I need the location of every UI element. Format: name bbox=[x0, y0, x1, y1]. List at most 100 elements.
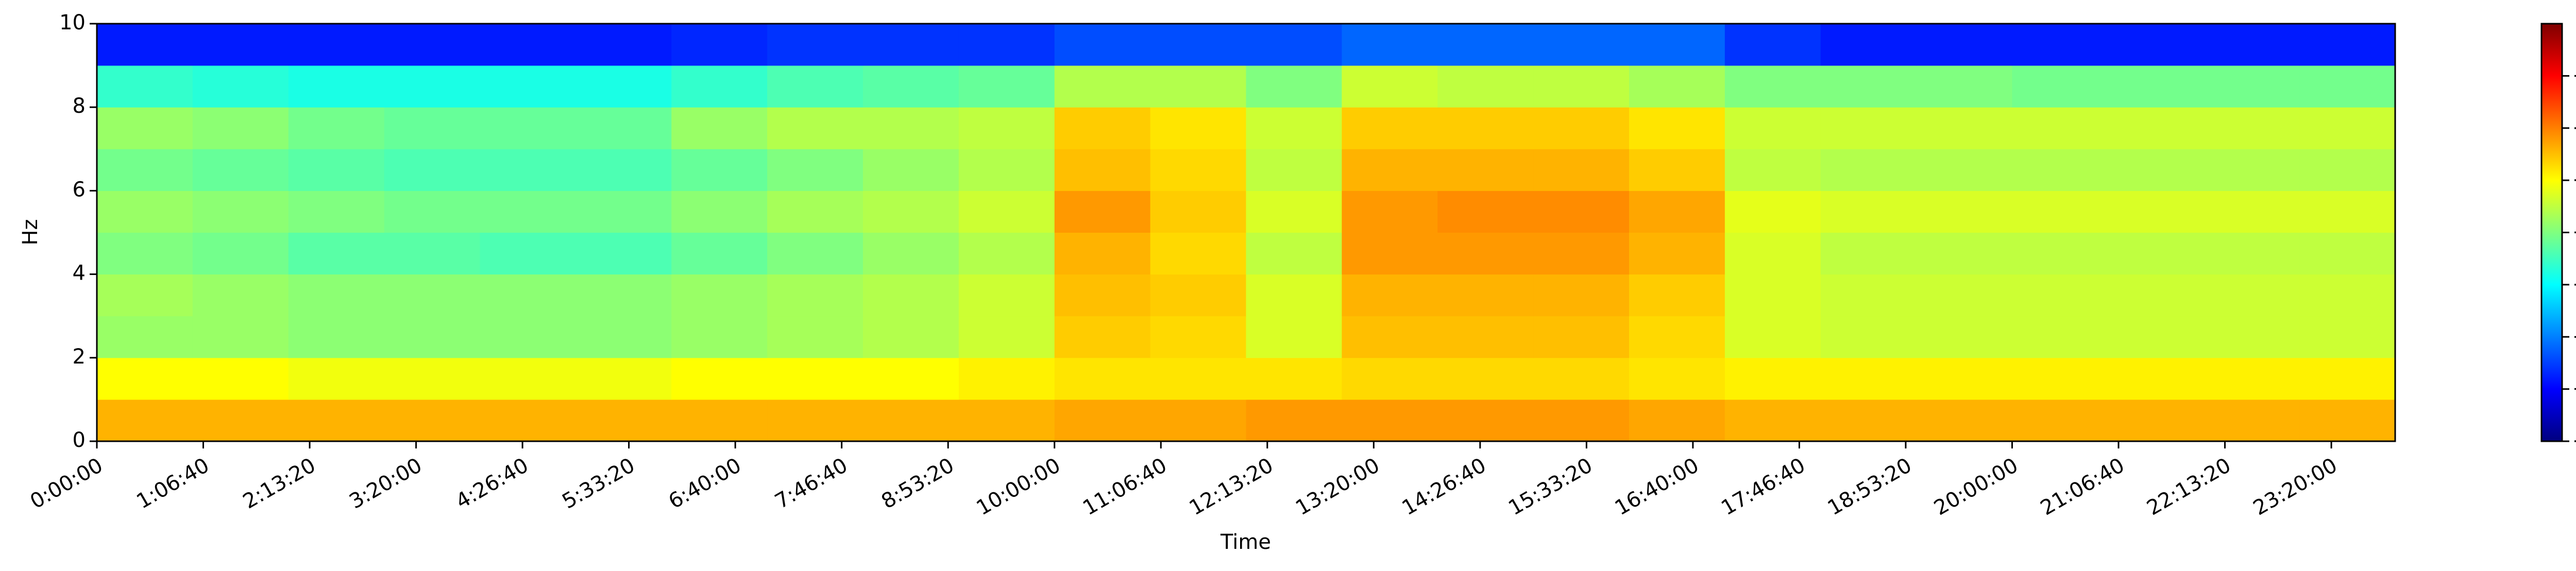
heatmap-cell bbox=[575, 24, 672, 66]
heatmap-cell bbox=[1820, 191, 1917, 233]
heatmap-cell bbox=[575, 65, 672, 108]
x-tick-label: 22:13:20 bbox=[2143, 454, 2235, 521]
heatmap-cell bbox=[2204, 357, 2300, 400]
y-axis-label: Hz bbox=[19, 219, 42, 245]
heatmap-cell bbox=[1437, 65, 1534, 108]
heatmap-cell bbox=[2204, 316, 2300, 358]
colorbar-tick-label: -10 dB bbox=[2573, 63, 2576, 86]
heatmap-cell bbox=[2012, 24, 2108, 66]
heatmap-cell bbox=[2204, 232, 2300, 275]
heatmap-cell bbox=[2204, 24, 2300, 66]
heatmap-cell bbox=[2108, 399, 2204, 442]
colorbar-tick-label: -80 dB bbox=[2573, 428, 2576, 452]
heatmap-cell bbox=[2204, 274, 2300, 317]
heatmap-cell bbox=[863, 357, 959, 400]
heatmap-cell bbox=[1820, 107, 1917, 149]
heatmap-cell bbox=[480, 24, 576, 66]
heatmap-cell bbox=[1150, 232, 1246, 275]
heatmap-cell bbox=[384, 24, 480, 66]
heatmap-cell bbox=[2108, 191, 2204, 233]
heatmap-cell bbox=[97, 399, 193, 442]
heatmap-cell bbox=[2108, 107, 2204, 149]
heatmap-cell bbox=[1246, 316, 1342, 358]
heatmap-cell bbox=[192, 316, 289, 358]
heatmap-cell bbox=[1724, 107, 1821, 149]
heatmap-cell bbox=[97, 191, 193, 233]
heatmap-cell bbox=[2012, 357, 2108, 400]
heatmap-cell bbox=[288, 357, 385, 400]
heatmap-cell bbox=[1342, 316, 1438, 358]
heatmap-cell bbox=[575, 107, 672, 149]
heatmap-cell bbox=[1629, 191, 1725, 233]
heatmap-cell bbox=[2204, 65, 2300, 108]
x-tick-label: 20:00:00 bbox=[1930, 454, 2022, 521]
heatmap-cell bbox=[1916, 274, 2012, 317]
heatmap-cell bbox=[1820, 316, 1917, 358]
heatmap-cell bbox=[1820, 232, 1917, 275]
heatmap-cell bbox=[958, 149, 1055, 191]
x-tick-label: 7:46:40 bbox=[771, 454, 852, 514]
heatmap-cell bbox=[480, 316, 576, 358]
heatmap-cell bbox=[958, 24, 1055, 66]
heatmap-cell bbox=[2012, 191, 2108, 233]
heatmap-cell bbox=[480, 65, 576, 108]
x-tick-label: 8:53:20 bbox=[877, 454, 958, 514]
heatmap-cell bbox=[575, 357, 672, 400]
heatmap-cell bbox=[1629, 65, 1725, 108]
heatmap-cell bbox=[1054, 274, 1151, 317]
heatmap-cell bbox=[1724, 191, 1821, 233]
x-tick-label: 21:06:40 bbox=[2037, 454, 2129, 521]
heatmap-cell bbox=[2299, 107, 2396, 149]
heatmap-cell bbox=[480, 191, 576, 233]
colorbar-tick-label: -20 dB bbox=[2573, 115, 2576, 139]
heatmap-cell bbox=[767, 357, 863, 400]
heatmap-cell bbox=[1724, 316, 1821, 358]
x-tick-label: 3:20:00 bbox=[345, 454, 426, 514]
heatmap-cell bbox=[192, 24, 289, 66]
heatmap-cell bbox=[1054, 24, 1151, 66]
heatmap-cell bbox=[1916, 149, 2012, 191]
heatmap bbox=[97, 24, 2396, 442]
heatmap-cell bbox=[384, 232, 480, 275]
heatmap-cell bbox=[2108, 316, 2204, 358]
heatmap-cell bbox=[1150, 357, 1246, 400]
heatmap-cell bbox=[1629, 316, 1725, 358]
heatmap-cell bbox=[1246, 65, 1342, 108]
heatmap-cell bbox=[1533, 191, 1630, 233]
x-tick-label: 16:40:00 bbox=[1611, 454, 1703, 521]
heatmap-cell bbox=[2012, 399, 2108, 442]
heatmap-cell bbox=[1533, 316, 1630, 358]
heatmap-cell bbox=[1724, 65, 1821, 108]
heatmap-cell bbox=[1342, 107, 1438, 149]
x-tick-label: 0:00:00 bbox=[26, 454, 107, 514]
heatmap-cell bbox=[1629, 149, 1725, 191]
heatmap-cell bbox=[1916, 191, 2012, 233]
heatmap-cell bbox=[671, 107, 768, 149]
heatmap-cell bbox=[1054, 191, 1151, 233]
heatmap-cell bbox=[1342, 191, 1438, 233]
heatmap-cell bbox=[288, 232, 385, 275]
heatmap-cell bbox=[1150, 316, 1246, 358]
heatmap-cell bbox=[97, 107, 193, 149]
x-tick-label: 11:06:40 bbox=[1079, 454, 1171, 521]
y-tick-label: 8 bbox=[73, 94, 86, 118]
x-axis-label: Time bbox=[1220, 530, 1271, 554]
heatmap-cell bbox=[671, 232, 768, 275]
x-tick-label: 17:46:40 bbox=[1717, 454, 1809, 521]
x-tick-label: 23:20:00 bbox=[2249, 454, 2342, 521]
heatmap-cell bbox=[1246, 274, 1342, 317]
heatmap-cell bbox=[384, 316, 480, 358]
heatmap-cell bbox=[575, 191, 672, 233]
heatmap-cell bbox=[575, 399, 672, 442]
heatmap-cell bbox=[1437, 399, 1534, 442]
heatmap-cell bbox=[1820, 399, 1917, 442]
heatmap-cell bbox=[288, 316, 385, 358]
heatmap-cell bbox=[192, 399, 289, 442]
heatmap-cell bbox=[2299, 357, 2396, 400]
heatmap-cell bbox=[1054, 232, 1151, 275]
heatmap-cell bbox=[958, 191, 1055, 233]
heatmap-cell bbox=[2108, 274, 2204, 317]
heatmap-cell bbox=[384, 399, 480, 442]
heatmap-cell bbox=[384, 107, 480, 149]
heatmap-cell bbox=[1533, 24, 1630, 66]
